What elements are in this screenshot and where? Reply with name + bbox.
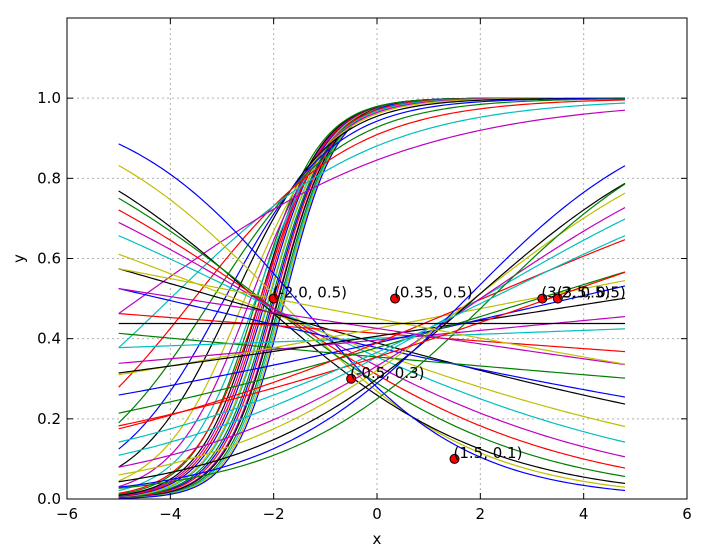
series-line: [118, 183, 626, 489]
series-line: [118, 297, 626, 374]
x-tick-label: 2: [476, 505, 486, 523]
series-line: [118, 328, 626, 349]
series-line: [118, 207, 626, 468]
data-point: [537, 293, 548, 304]
x-tick-label: −6: [56, 505, 78, 523]
y-tick-label: 0.8: [37, 169, 61, 187]
series-line: [118, 285, 626, 396]
series-line: [118, 197, 626, 478]
x-tick-label: 4: [579, 505, 589, 523]
series-line: [118, 102, 626, 349]
series-line: [118, 253, 626, 428]
data-point: [552, 293, 563, 304]
x-axis-label: x: [373, 530, 382, 548]
x-tick-label: −4: [159, 505, 181, 523]
curves: [118, 97, 626, 499]
series-line: [118, 190, 626, 485]
axis-ticks: −6 −4 −2 0 2 4 6 0.0 0.2 0.4 0.6 0.8 1.0: [37, 18, 692, 523]
x-tick-label: −2: [263, 505, 285, 523]
x-tick-label: 6: [682, 505, 692, 523]
y-tick-label: 0.6: [37, 250, 61, 268]
series-line: [118, 209, 626, 469]
series-line: [118, 99, 626, 388]
series-line: [118, 165, 626, 488]
series-line: [118, 332, 626, 379]
series-line: [118, 97, 626, 450]
y-tick-label: 1.0: [37, 89, 61, 107]
series-line: [118, 192, 626, 476]
series-line: [118, 268, 626, 405]
series-line: [118, 315, 626, 364]
annotated-points: (-2.0, 0.5) (0.35, 0.5) (-0.5, 0.3) (1.5, 0…: [268, 284, 626, 464]
x-tick-label: 0: [372, 505, 382, 523]
point-label: (-0.5, 0.3): [350, 364, 424, 382]
series-line: [118, 218, 626, 456]
point-label: (3.5, 0.5): [557, 284, 626, 302]
data-point: [449, 453, 460, 464]
y-tick-label: 0.4: [37, 330, 61, 348]
y-tick-label: 0.0: [37, 490, 61, 508]
series-line: [118, 287, 626, 366]
point-label: (1.5, 0.1): [454, 444, 523, 462]
series-line: [118, 287, 626, 398]
series-line: [118, 235, 626, 443]
point-label: (0.35, 0.5): [394, 284, 473, 302]
series-line: [118, 98, 626, 424]
series-line: [118, 182, 626, 483]
series-line: [118, 312, 626, 353]
data-point: [268, 293, 279, 304]
data-point: [390, 293, 401, 304]
point-label: (-2.0, 0.5): [273, 284, 347, 302]
y-tick-label: 0.2: [37, 410, 61, 428]
data-point: [346, 373, 357, 384]
series-line: [118, 239, 626, 430]
y-axis-label: y: [10, 254, 28, 263]
grid: [66, 18, 688, 500]
series-line: [118, 268, 626, 365]
series-line: [118, 221, 626, 458]
